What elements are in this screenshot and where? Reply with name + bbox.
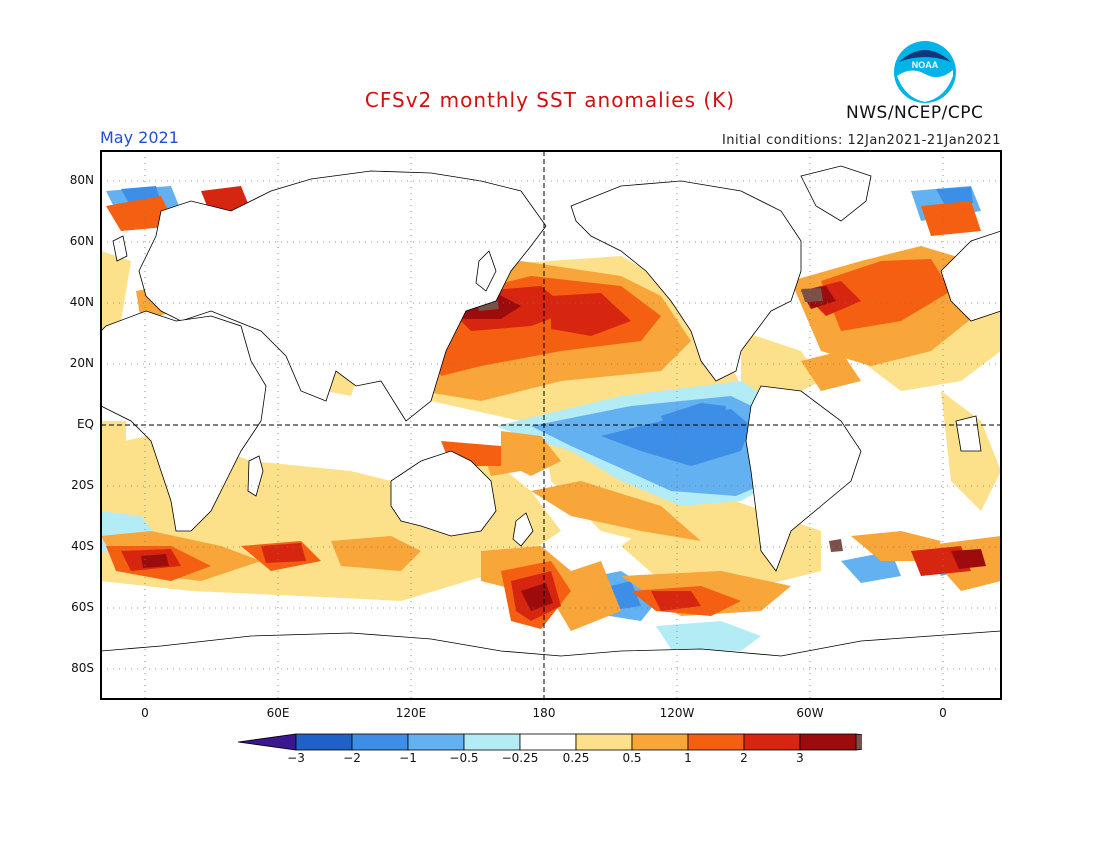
colorbar-bin — [463, 733, 521, 751]
colorbar-bin — [351, 733, 409, 751]
colorbar — [238, 733, 862, 751]
graticule — [101, 151, 1001, 699]
colorbar-tick-label: 2 — [740, 751, 748, 765]
colorbar-bin — [407, 733, 465, 751]
colorbar-tick-label: −1 — [399, 751, 417, 765]
colorbar-bin — [519, 733, 577, 751]
lat-label-60s: 60S — [71, 600, 94, 614]
colorbar-max-arrow — [855, 733, 862, 751]
lon-label-0-east: 0 — [939, 706, 947, 720]
logo-text: NOAA — [912, 60, 939, 70]
lon-label-120w: 120W — [659, 706, 695, 720]
continent-outlines — [101, 165, 1001, 699]
lon-label-60e: 60E — [266, 706, 290, 720]
colorbar-tick-label: −3 — [287, 751, 305, 765]
colorbar-tick-label: 3 — [796, 751, 804, 765]
colorbar-tick-label: 0.5 — [622, 751, 642, 765]
colorbar-bin — [295, 733, 353, 751]
colorbar-bin — [575, 733, 633, 751]
colorbar-tick-label: 1 — [684, 751, 692, 765]
forecast-month: May 2021 — [100, 128, 179, 147]
lat-label-20s: 20S — [71, 478, 94, 492]
lat-label-40n: 40N — [69, 295, 94, 309]
colorbar-tick-label: −0.25 — [501, 751, 539, 765]
initial-conditions: Initial conditions: 12Jan2021-21Jan2021 — [721, 133, 1001, 148]
lon-label-120e: 120E — [395, 706, 427, 720]
colorbar-tick-label: 0.25 — [562, 751, 590, 765]
colorbar-tick-label: −2 — [343, 751, 361, 765]
lat-label-20n: 20N — [69, 356, 94, 370]
lat-label-60n: 60N — [69, 234, 94, 248]
lon-label-180: 180 — [532, 706, 556, 720]
agency-label: NWS/NCEP/CPC — [846, 103, 984, 123]
colorbar-tick-label: −0.5 — [449, 751, 479, 765]
lon-label-60w: 60W — [796, 706, 824, 720]
colorbar-min-arrow — [238, 733, 297, 751]
colorbar-bin — [687, 733, 745, 751]
lon-label-0: 0 — [141, 706, 149, 720]
lat-label-80n: 80N — [69, 173, 94, 187]
sst-anomaly-map — [100, 150, 1002, 700]
colorbar-bin — [799, 733, 857, 751]
map-frame — [100, 150, 1002, 700]
lat-label-40s: 40S — [71, 539, 94, 553]
lat-label-80s: 80S — [71, 661, 94, 675]
lat-label-eq: EQ — [76, 417, 94, 431]
colorbar-bin — [631, 733, 689, 751]
map-title: CFSv2 monthly SST anomalies (K) — [364, 88, 736, 112]
equator-dateline — [101, 151, 1001, 699]
noaa-logo: NOAA — [894, 41, 956, 103]
colorbar-bin — [743, 733, 801, 751]
